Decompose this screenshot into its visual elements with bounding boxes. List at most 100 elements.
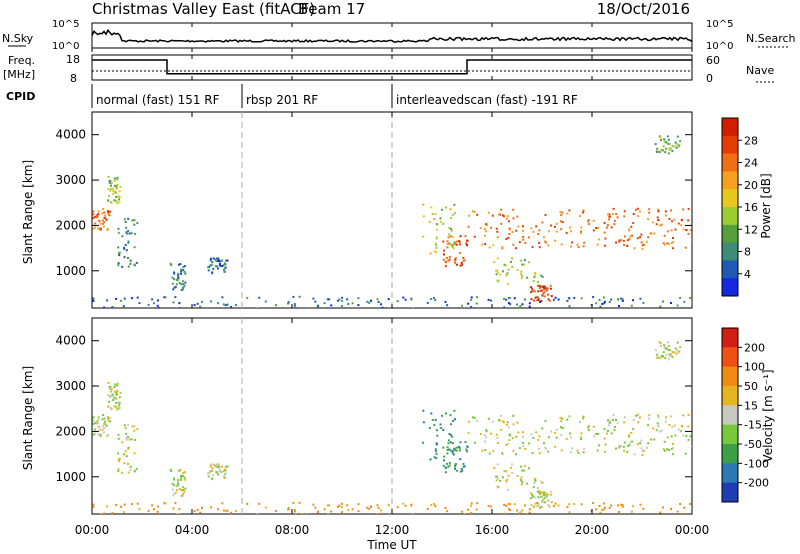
velocity-cell: [136, 502, 139, 505]
velocity-cell: [164, 502, 167, 505]
power-cell: [177, 272, 180, 275]
velocity-cell: [543, 496, 546, 499]
power-cell: [481, 243, 484, 246]
velocity-cell: [582, 415, 585, 418]
velocity-cell: [664, 346, 667, 349]
cpid-label: CPID: [6, 90, 35, 103]
power-cell: [527, 236, 530, 239]
power-cell: [112, 193, 115, 195]
velocity-cell: [133, 452, 136, 455]
power-cell: [495, 227, 498, 230]
power-cell: [123, 218, 126, 221]
velocity-cell: [502, 421, 505, 424]
velocity-cell: [446, 510, 449, 513]
power-cell: [618, 305, 620, 307]
velocity-cell: [520, 465, 523, 468]
power-cell: [97, 213, 100, 216]
velocity-cell: [452, 442, 454, 445]
power-cell: [676, 143, 679, 146]
velocity-cell: [170, 470, 173, 472]
power-cell: [436, 228, 439, 231]
power-cell: [516, 269, 519, 271]
power-cell: [452, 247, 455, 250]
velocity-cell: [507, 474, 510, 477]
velocity-cell: [505, 470, 508, 473]
velocity-cell: [537, 496, 540, 499]
power-cell: [103, 306, 106, 308]
power-cell: [661, 149, 664, 152]
power-cell: [484, 243, 487, 246]
velocity-cell: [489, 505, 492, 508]
velocity-cell: [411, 513, 414, 514]
velocity-cell: [606, 430, 609, 432]
power-cell: [522, 225, 524, 228]
power-cell: [109, 214, 111, 217]
velocity-cell: [125, 432, 128, 435]
velocity-cell: [550, 501, 553, 504]
power-cell: [127, 241, 130, 244]
velocity-cell: [115, 393, 118, 396]
velocity-cell: [674, 347, 677, 350]
power-cell: [212, 267, 215, 270]
power-cell: [330, 304, 333, 307]
velocity-cell: [666, 448, 669, 451]
velocity-cell: [147, 509, 150, 512]
power-cell: [224, 266, 227, 269]
velocity-cell: [616, 422, 619, 425]
power-cell: [118, 251, 121, 254]
power-cell: [433, 297, 435, 299]
power-cell: [533, 290, 536, 293]
power-cell: [179, 263, 182, 265]
velocity-cell: [544, 420, 547, 422]
velocity-cell: [507, 442, 510, 445]
velocity-cell: [668, 448, 670, 451]
power-cell: [130, 297, 133, 300]
velocity-cell: [617, 504, 619, 507]
power-cell: [549, 284, 552, 287]
velocity-cell: [131, 425, 134, 428]
velocity-cell: [649, 438, 652, 441]
power-cell: [671, 149, 674, 152]
velocity-cell: [522, 431, 524, 434]
power-cell: [172, 288, 175, 291]
velocity-cell: [433, 456, 436, 459]
velocity-cell: [209, 470, 212, 473]
velocity-cell: [620, 445, 622, 448]
velocity-cell: [499, 479, 502, 482]
velocity-cell: [543, 494, 545, 496]
power-cell: [215, 257, 218, 260]
velocity-cell: [568, 503, 571, 506]
velocity-cell: [454, 463, 457, 465]
power-cell: [503, 263, 506, 266]
power-cell: [446, 304, 449, 307]
velocity-cell: [101, 428, 104, 431]
nave-tick-low: 0: [706, 72, 713, 85]
power-cell: [222, 264, 225, 266]
power-cell: [346, 298, 349, 301]
velocity-cell: [691, 507, 692, 510]
power-cell: [294, 307, 297, 308]
power-cell: [100, 227, 102, 230]
power-cell: [226, 259, 229, 262]
velocity-cell: [505, 423, 508, 426]
power-colorbar-tick-label: 28: [744, 134, 758, 147]
velocity-cell: [330, 510, 333, 513]
velocity-frame: [721, 327, 739, 503]
velocity-cell: [301, 513, 304, 514]
power-cell: [351, 302, 354, 305]
power-cell: [454, 243, 457, 246]
velocity-cell: [444, 471, 447, 474]
power-cell: [534, 296, 537, 299]
power-cell: [637, 215, 640, 218]
power-cell: [133, 223, 136, 226]
power-cell: [592, 229, 595, 232]
power-cell: [530, 286, 533, 289]
power-cell: [653, 232, 656, 235]
velocity-cell: [506, 488, 509, 491]
velocity-cell: [609, 421, 611, 424]
velocity-cell: [571, 447, 573, 450]
velocity-cell: [199, 511, 202, 514]
power-swatch: [722, 153, 738, 172]
velocity-cell: [448, 464, 451, 467]
velocity-cell: [115, 406, 118, 409]
